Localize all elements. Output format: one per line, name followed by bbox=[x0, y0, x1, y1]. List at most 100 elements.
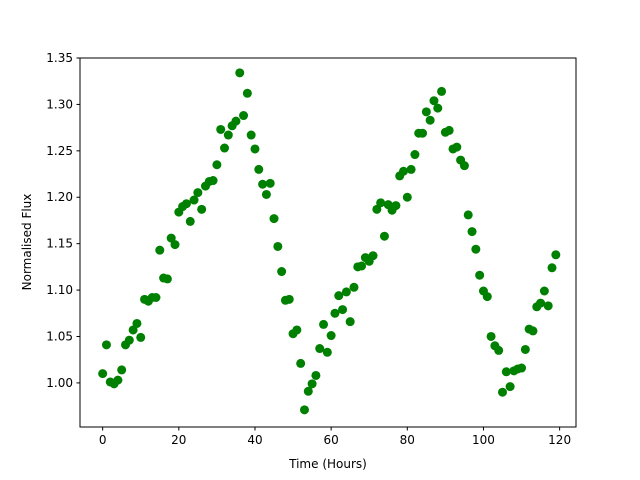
data-point bbox=[216, 124, 226, 134]
data-point bbox=[185, 216, 195, 226]
data-point bbox=[421, 107, 431, 117]
data-point bbox=[376, 198, 386, 208]
data-point bbox=[101, 340, 111, 350]
data-point bbox=[235, 68, 245, 78]
data-point bbox=[273, 241, 283, 251]
data-point bbox=[113, 375, 123, 385]
x-tick-label: 20 bbox=[171, 433, 186, 447]
data-point bbox=[520, 344, 530, 354]
data-point bbox=[269, 214, 279, 224]
data-point bbox=[471, 244, 481, 254]
data-point bbox=[319, 319, 329, 329]
data-point bbox=[170, 240, 180, 250]
data-point bbox=[459, 161, 469, 171]
data-point bbox=[128, 325, 138, 335]
data-point bbox=[197, 204, 207, 214]
data-point bbox=[437, 86, 447, 96]
data-point bbox=[498, 387, 508, 397]
data-point bbox=[338, 305, 348, 315]
data-point bbox=[239, 111, 249, 121]
data-point bbox=[536, 298, 546, 308]
data-point bbox=[326, 331, 336, 341]
data-point bbox=[379, 231, 389, 241]
data-point bbox=[543, 301, 553, 311]
data-point bbox=[452, 142, 462, 152]
data-point bbox=[181, 199, 191, 209]
data-point bbox=[341, 287, 351, 297]
data-point bbox=[425, 115, 435, 125]
y-tick-label: 1.00 bbox=[46, 376, 73, 390]
data-point bbox=[315, 344, 325, 354]
data-point bbox=[307, 379, 317, 389]
data-point bbox=[296, 358, 306, 368]
data-point bbox=[517, 363, 527, 373]
y-axis-label: Normalised Flux bbox=[20, 194, 34, 291]
data-point bbox=[258, 179, 268, 189]
data-point bbox=[402, 192, 412, 202]
data-point bbox=[98, 369, 108, 379]
data-point bbox=[220, 143, 230, 153]
x-axis-label: Time (Hours) bbox=[288, 457, 367, 471]
data-point bbox=[117, 365, 127, 375]
y-tick-label: 1.15 bbox=[46, 237, 73, 251]
data-point bbox=[463, 210, 473, 220]
data-point bbox=[151, 293, 161, 303]
y-tick-label: 1.30 bbox=[46, 97, 73, 111]
data-point bbox=[334, 291, 344, 301]
data-point bbox=[284, 294, 294, 304]
data-point bbox=[429, 96, 439, 106]
data-point bbox=[539, 286, 549, 296]
data-point bbox=[398, 166, 408, 176]
data-point bbox=[501, 367, 511, 377]
data-point bbox=[136, 332, 146, 342]
data-point bbox=[322, 347, 332, 357]
y-tick-label: 1.20 bbox=[46, 190, 73, 204]
data-point bbox=[467, 227, 477, 237]
data-point bbox=[277, 267, 287, 277]
data-point bbox=[528, 326, 538, 336]
data-point bbox=[261, 189, 271, 199]
data-point bbox=[162, 274, 172, 284]
x-tick-label: 80 bbox=[400, 433, 415, 447]
data-point bbox=[223, 130, 233, 140]
x-tick-label: 40 bbox=[247, 433, 262, 447]
data-point bbox=[433, 103, 443, 113]
data-point bbox=[505, 382, 515, 392]
data-point bbox=[330, 308, 340, 318]
data-point bbox=[265, 178, 275, 188]
data-point bbox=[155, 245, 165, 255]
data-point bbox=[311, 370, 321, 380]
data-point bbox=[475, 270, 485, 280]
x-tick-label: 60 bbox=[324, 433, 339, 447]
data-point bbox=[418, 128, 428, 138]
y-tick-label: 1.10 bbox=[46, 283, 73, 297]
data-point bbox=[551, 250, 561, 260]
data-point bbox=[242, 88, 252, 98]
data-point bbox=[231, 116, 241, 126]
data-point bbox=[189, 195, 199, 205]
y-tick-label: 1.05 bbox=[46, 329, 73, 343]
data-point bbox=[208, 176, 218, 186]
data-point bbox=[345, 317, 355, 327]
data-point bbox=[410, 150, 420, 160]
data-point bbox=[292, 325, 302, 335]
data-point bbox=[250, 144, 260, 154]
data-point bbox=[486, 331, 496, 341]
data-point bbox=[372, 204, 382, 214]
data-point bbox=[254, 164, 264, 174]
data-point bbox=[391, 201, 401, 211]
data-point bbox=[212, 160, 222, 170]
data-point bbox=[132, 318, 142, 328]
axes-frame bbox=[79, 57, 577, 428]
data-points bbox=[98, 68, 561, 415]
data-point bbox=[166, 233, 176, 243]
data-point bbox=[246, 130, 256, 140]
data-point bbox=[349, 282, 359, 292]
data-point bbox=[368, 251, 378, 261]
y-tick-label: 1.25 bbox=[46, 144, 73, 158]
data-point bbox=[299, 405, 309, 415]
y-tick-label: 1.35 bbox=[46, 51, 73, 65]
data-point bbox=[124, 335, 134, 345]
